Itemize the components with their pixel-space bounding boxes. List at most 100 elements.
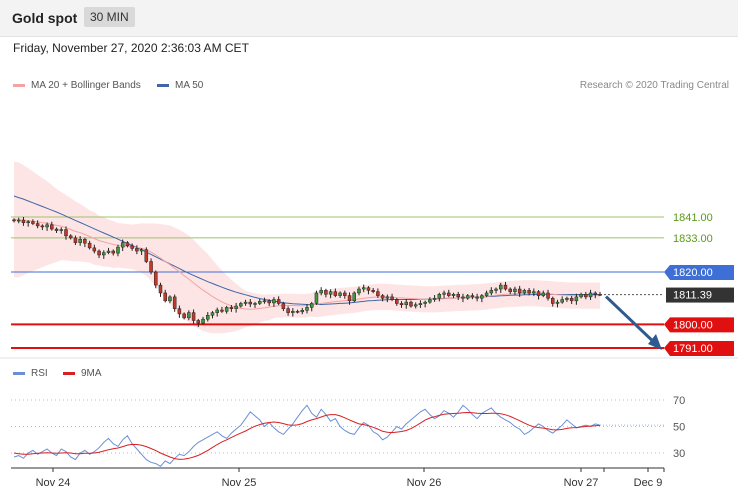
candle-body <box>234 305 238 309</box>
candle-body <box>40 225 45 228</box>
candle-body <box>569 297 574 302</box>
x-axis-label: Nov 27 <box>564 477 599 489</box>
candle-body <box>177 308 182 315</box>
last-price-tag <box>666 287 734 303</box>
candle-body <box>309 303 314 308</box>
candle-body <box>305 307 309 311</box>
candle-body <box>380 295 385 299</box>
candle-body <box>54 228 59 231</box>
candle-body <box>50 224 54 230</box>
candle-body <box>83 238 87 244</box>
candle-body <box>418 303 423 306</box>
candle-body <box>92 247 97 252</box>
candle-body <box>102 252 106 256</box>
candle-body <box>21 219 26 223</box>
candle-body <box>447 292 451 296</box>
candle-body <box>371 290 375 292</box>
candle-body <box>73 237 78 243</box>
candle-body <box>78 238 82 243</box>
candle-body <box>272 299 276 304</box>
candle-body <box>116 246 120 254</box>
ma9-swatch <box>63 371 75 375</box>
support-tag <box>664 317 734 333</box>
candle-body <box>565 297 569 300</box>
candle-body <box>409 301 413 307</box>
candle-body <box>517 288 522 294</box>
candle-body <box>593 292 598 295</box>
candle-body <box>31 221 35 224</box>
candle-body <box>196 320 201 324</box>
candle-body <box>291 311 295 313</box>
candle-body <box>257 301 262 304</box>
candle-body <box>224 307 229 312</box>
candle-body <box>35 223 40 227</box>
support-label: 1800.00 <box>673 319 713 331</box>
timestamp: Friday, November 27, 2020 2:36:03 AM CET <box>13 41 249 55</box>
candle-body <box>26 221 30 223</box>
candle-body <box>319 290 323 294</box>
candle-body <box>220 309 224 312</box>
legend-rsi: RSI <box>13 368 48 379</box>
rsi-swatch <box>13 371 25 375</box>
candle-body <box>522 290 527 294</box>
candle-body <box>149 261 153 273</box>
rsi-tick-label: 30 <box>673 448 685 460</box>
candle-body <box>97 250 101 256</box>
candle-body <box>361 287 366 290</box>
candle-body <box>135 248 139 252</box>
candle-body <box>68 235 73 239</box>
candle-body <box>536 291 541 296</box>
x-axis-label: Dec 9 <box>634 477 663 489</box>
candle-body <box>461 296 465 299</box>
candle-body <box>201 318 205 324</box>
candle-body <box>125 242 130 247</box>
candle-body <box>451 294 456 296</box>
candle-body <box>404 301 408 306</box>
legend-9ma: 9MA <box>63 368 102 379</box>
candle-body <box>508 288 512 292</box>
candle-body <box>172 296 177 309</box>
candle-body <box>243 301 248 304</box>
candle-body <box>267 300 271 304</box>
rsi-tick-label: 50 <box>673 422 685 434</box>
candle-body <box>158 284 163 294</box>
candle-body <box>432 297 437 300</box>
candle-body <box>229 307 234 309</box>
chart-header: Gold spot 30 MIN <box>0 0 738 37</box>
candle-body <box>130 245 134 249</box>
x-axis-label: Nov 24 <box>36 477 71 489</box>
research-credit: Research © 2020 Trading Central <box>579 80 729 91</box>
candle-body <box>144 249 149 262</box>
candle-body <box>357 288 361 294</box>
candle-body <box>494 288 498 291</box>
candle-body <box>385 296 390 299</box>
candle-body <box>527 290 531 294</box>
candle-body <box>532 291 536 294</box>
candle-body <box>286 308 290 313</box>
support-tag <box>664 341 734 356</box>
candle-body <box>484 292 489 296</box>
candle-body <box>191 312 196 321</box>
candle-body <box>503 284 508 290</box>
candle-body <box>45 224 49 228</box>
candle-body <box>163 292 167 302</box>
timeframe-badge[interactable]: 30 MIN <box>84 7 135 27</box>
candle-body <box>314 292 319 304</box>
rsi-tick-label: 70 <box>673 395 685 407</box>
candle-body <box>16 219 21 222</box>
candle-body <box>423 301 427 304</box>
candle-body <box>295 311 300 313</box>
candle-body <box>210 312 215 316</box>
candle-body <box>168 296 172 302</box>
forecast-arrowhead <box>648 334 662 350</box>
candle-body <box>343 292 347 296</box>
candle-body <box>489 290 494 294</box>
candle-body <box>480 295 484 299</box>
candle-body <box>513 288 517 292</box>
candle-body <box>154 271 158 286</box>
instrument-title: Gold spot <box>12 10 78 26</box>
ma50-swatch <box>157 83 169 87</box>
candle-body <box>324 290 328 295</box>
last-price-label: 1811.39 <box>673 290 712 302</box>
